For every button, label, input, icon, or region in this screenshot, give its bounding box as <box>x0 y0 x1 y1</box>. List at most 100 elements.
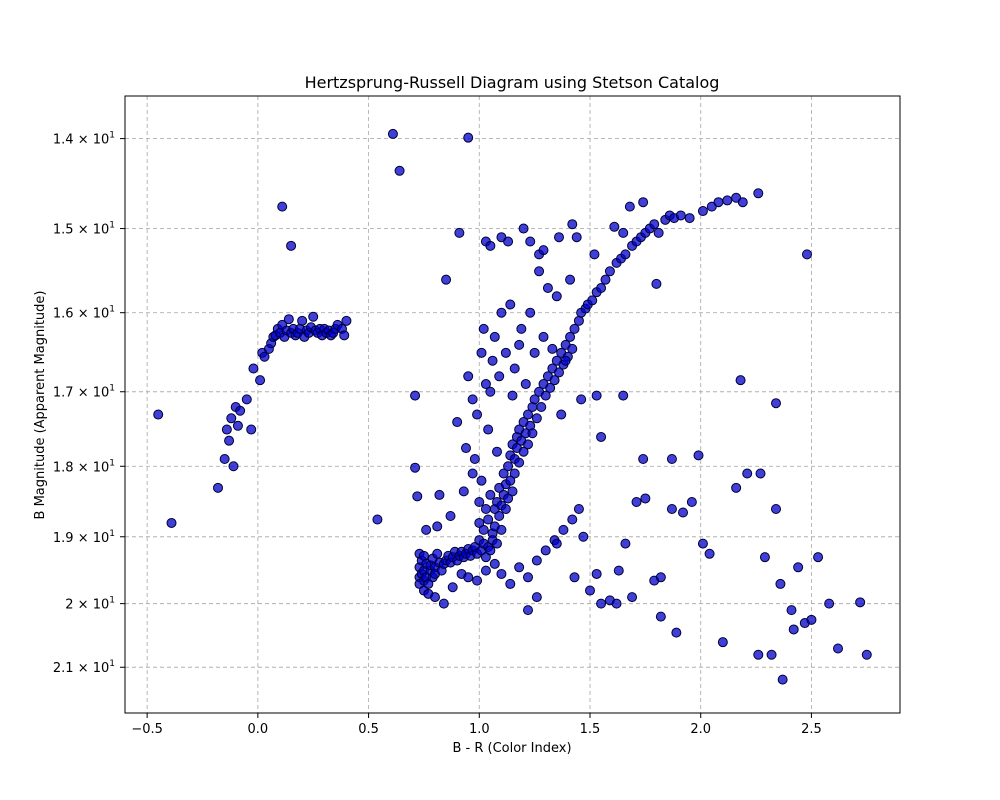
data-point <box>549 375 560 386</box>
data-point <box>554 232 564 243</box>
data-point <box>518 446 529 457</box>
data-point <box>372 514 383 525</box>
data-point <box>542 283 553 294</box>
data-point <box>578 531 589 542</box>
x-tick-label: 0.5 <box>358 722 379 737</box>
data-point <box>509 363 520 374</box>
y-axis-label: B Magnitude (Apparent Magnitude) <box>33 291 48 520</box>
data-point <box>297 315 308 326</box>
data-point <box>286 240 297 251</box>
data-point <box>551 291 562 302</box>
data-point <box>507 390 518 401</box>
data-point <box>585 585 595 596</box>
data-point <box>441 274 452 285</box>
data-point <box>525 236 536 247</box>
data-point <box>445 511 456 522</box>
data-point <box>589 249 600 260</box>
data-point <box>855 597 866 608</box>
data-point <box>507 486 518 497</box>
data-point <box>613 565 624 576</box>
data-point <box>498 468 509 479</box>
data-point <box>480 379 491 390</box>
data-point <box>469 454 480 465</box>
data-point <box>467 394 478 405</box>
data-point <box>666 454 677 465</box>
data-point <box>472 575 483 586</box>
data-point <box>766 649 777 660</box>
data-point <box>476 347 487 358</box>
data-point <box>474 496 485 507</box>
data-point <box>742 468 753 479</box>
data-point <box>434 489 445 500</box>
data-point <box>514 339 525 350</box>
data-point <box>259 351 270 362</box>
data-point <box>432 521 443 532</box>
data-point <box>786 605 797 616</box>
data-point <box>523 409 533 420</box>
data-point <box>651 278 662 289</box>
data-point <box>573 504 584 515</box>
data-point <box>219 454 230 465</box>
y-tick-label: 1.8 × 101 <box>53 458 115 475</box>
data-point <box>153 409 164 420</box>
data-point <box>474 517 485 528</box>
data-point <box>432 548 443 559</box>
data-point <box>412 491 423 502</box>
data-point <box>558 524 569 535</box>
data-point <box>503 236 514 247</box>
data-point <box>246 424 257 435</box>
data-point <box>567 343 578 354</box>
x-tick-label: 2.0 <box>690 722 711 737</box>
data-point <box>283 314 294 325</box>
data-point <box>531 592 542 603</box>
data-point <box>226 413 237 424</box>
data-point <box>540 545 551 556</box>
x-tick-label: −0.5 <box>131 722 163 737</box>
data-point <box>248 363 259 374</box>
data-point <box>638 454 649 465</box>
y-tick-label: 1.6 × 101 <box>53 305 115 322</box>
data-point <box>678 507 688 518</box>
data-point <box>485 545 496 556</box>
data-point <box>684 213 695 224</box>
x-tick-label: 0.0 <box>248 722 269 737</box>
data-point <box>671 627 682 638</box>
y-tick-label: 1.5 × 101 <box>53 221 115 238</box>
data-point <box>410 390 421 401</box>
data-point <box>341 315 352 326</box>
data-point <box>631 496 642 507</box>
data-point <box>649 219 660 230</box>
data-point <box>527 428 538 439</box>
data-point <box>755 468 766 479</box>
data-point <box>485 489 496 500</box>
data-point <box>596 283 607 294</box>
data-point <box>609 221 620 232</box>
data-point <box>483 514 494 525</box>
data-point <box>410 462 421 473</box>
x-axis-label: B - R (Color Index) <box>452 741 571 756</box>
data-point <box>806 614 817 625</box>
data-point <box>565 274 576 285</box>
data-point <box>573 315 584 326</box>
data-point <box>496 307 507 318</box>
data-point <box>735 375 746 386</box>
data-point <box>638 197 649 208</box>
data-point <box>655 572 666 583</box>
data-point <box>452 417 463 428</box>
x-tick-label: 1.5 <box>580 722 601 737</box>
data-point <box>534 266 545 277</box>
data-point <box>213 482 223 493</box>
data-point <box>618 390 629 401</box>
data-point <box>529 347 540 358</box>
data-point <box>339 330 350 341</box>
data-point <box>483 424 494 435</box>
data-point <box>503 461 514 472</box>
data-point <box>463 132 474 143</box>
chart-title: Hertzsprung-Russell Diagram using Stetso… <box>305 73 720 92</box>
data-point <box>788 624 799 635</box>
data-point <box>489 331 500 342</box>
data-point <box>697 538 708 549</box>
data-point <box>693 450 704 461</box>
data-point <box>255 375 266 386</box>
